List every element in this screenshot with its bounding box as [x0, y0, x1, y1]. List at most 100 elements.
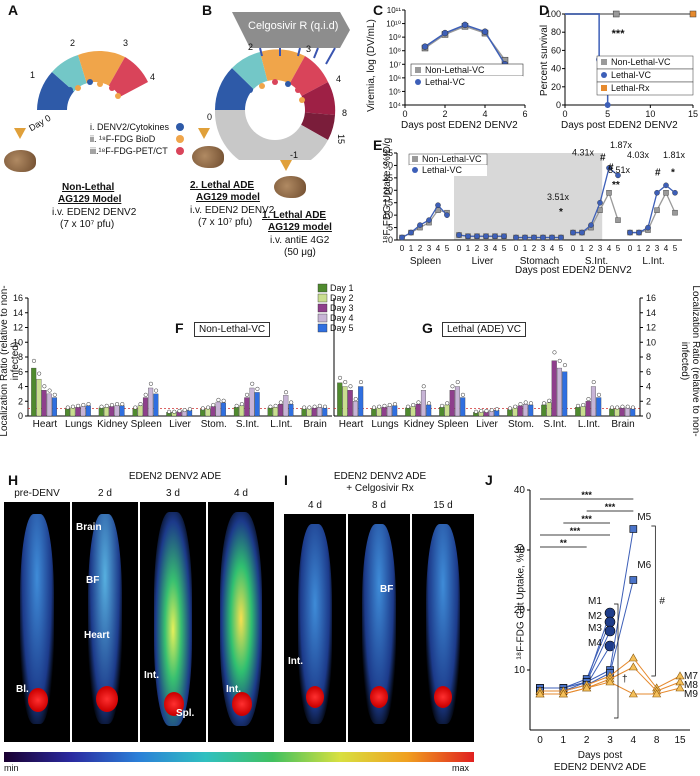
significance-mark: *** [581, 514, 592, 524]
timeline-wheel-a [37, 50, 148, 138]
legend-marker [601, 59, 607, 65]
y-tick-label: 60 [551, 45, 561, 55]
data-point [615, 217, 621, 223]
data-point [672, 189, 678, 196]
bar [148, 387, 154, 417]
panel-label: F [175, 320, 184, 336]
x-tick-label: 4 [607, 244, 612, 253]
bar [630, 408, 636, 417]
bar [278, 404, 284, 417]
y-tick-label: 40 [551, 64, 561, 74]
panel-label: G [422, 320, 433, 336]
panel-label: H [8, 472, 19, 488]
data-point [353, 396, 358, 402]
significance-mark: * [559, 207, 563, 218]
bar [41, 390, 47, 417]
series-line [424, 24, 506, 65]
category-label: Stom. [201, 419, 227, 430]
data-point [675, 683, 685, 692]
x-tick-label: 5 [559, 244, 564, 253]
category-label: Heart [339, 419, 364, 430]
anno-blood: Bl. [16, 684, 29, 695]
data-point [645, 224, 651, 231]
category-label: Spleen [131, 419, 162, 430]
significance-mark: # [600, 152, 606, 163]
viremia-chart: 10⁴ 10⁵ 10⁶ 10⁷ 10⁸ 10⁹ 10¹⁰ 10¹¹ 0 2 4 6 Non-Lethal… [386, 6, 527, 119]
data-point [358, 380, 363, 385]
x-tick-label: 1 [409, 244, 414, 253]
x-tick-label: 15 [688, 109, 698, 119]
data-point [52, 392, 57, 397]
anno-brain: Brain [76, 522, 102, 533]
category-label: Lungs [371, 419, 398, 430]
bar [36, 378, 42, 417]
data-point [250, 381, 255, 386]
fold-change-label: 4.03x [627, 150, 650, 160]
x-axis-label: Days post [577, 750, 623, 761]
panel-label: A [8, 2, 19, 18]
wheel-number: 0 [207, 112, 213, 122]
significance-mark: * [671, 167, 675, 178]
anno-int: Int. [226, 684, 241, 695]
data-point [513, 234, 519, 241]
data-point [426, 217, 432, 223]
data-point [654, 207, 660, 213]
x-tick-label: 0 [457, 244, 462, 253]
legend-dot [176, 135, 184, 143]
data-point [547, 398, 552, 403]
y-tick-label: 30 [383, 160, 393, 170]
bar [454, 386, 460, 417]
pet-image [412, 514, 474, 742]
legend-swatch [317, 303, 328, 313]
data-point [612, 10, 620, 18]
colorbar [4, 752, 474, 762]
bar [541, 404, 547, 417]
bar [215, 401, 221, 417]
data-point [455, 380, 460, 385]
y-tick-label: 0 [388, 235, 393, 245]
y-tick-label: 10¹⁰ [386, 20, 401, 29]
drug-label: Celgosivir R (q.i.d) [248, 20, 339, 32]
bar [31, 367, 37, 417]
fold-change-label: 1.81x [663, 150, 686, 160]
legend-dot [176, 123, 184, 131]
legend-marker [601, 72, 607, 78]
data-point [689, 10, 697, 18]
bar [142, 397, 148, 417]
colorbar-max: max [452, 763, 470, 773]
panel-b: B Celgosivir R (q.i.d) 0 2 3 4 8 15 -1 2… [190, 0, 370, 270]
x-tick-label: 0 [562, 109, 567, 119]
data-point [371, 405, 377, 410]
y-tick-label: 10 [646, 337, 656, 347]
timeline-wheel-b [214, 12, 350, 160]
y-tick-label: 35 [383, 148, 393, 158]
data-point [586, 396, 591, 402]
x-tick-label: 5 [673, 244, 678, 253]
y-tick-label: 2 [18, 396, 23, 406]
data-point [483, 233, 489, 240]
x-tick-label: 5 [616, 244, 621, 253]
bar [114, 405, 120, 417]
data-point [630, 405, 635, 410]
mouse-label: M9 [684, 689, 698, 700]
data-point [494, 407, 499, 412]
panel-label: I [284, 472, 288, 488]
data-point [541, 401, 547, 406]
y-tick-label: 12 [13, 323, 23, 333]
bar [512, 407, 518, 417]
x-tick-label: 1 [523, 244, 528, 253]
legend-swatch [317, 293, 328, 303]
data-point [187, 407, 192, 412]
panel-c: C Viremia, log (DV/mL) 10⁴ 10⁵ 10⁶ 10⁷ 10⁸ 10… [365, 0, 535, 135]
group-label: L.Int. [642, 256, 664, 267]
image-title: 4 d [234, 488, 248, 499]
data-point [405, 404, 411, 409]
x-tick-label: 2 [584, 735, 590, 746]
bar [551, 360, 557, 417]
bar [267, 407, 273, 417]
pet-image [284, 514, 346, 742]
data-point [154, 388, 159, 393]
category-label: Spleen [437, 419, 468, 430]
model2-sub: i.v. EDEN2 DENV2 [190, 205, 275, 216]
